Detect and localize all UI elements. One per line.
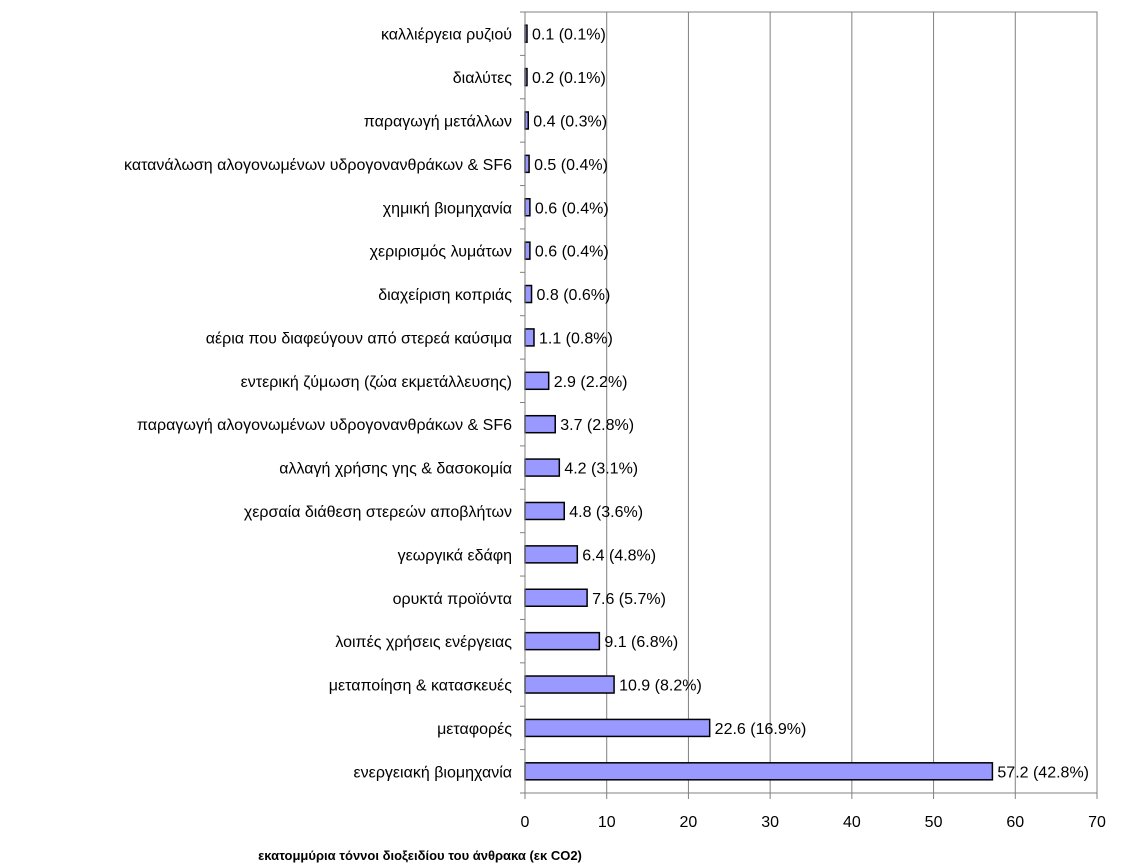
data-label: 0.5 (0.4%) bbox=[534, 157, 608, 174]
bar bbox=[524, 198, 531, 217]
bar bbox=[524, 414, 556, 434]
category-label: παραγωγή μετάλλων bbox=[364, 113, 512, 130]
x-tick-label: 60 bbox=[1006, 814, 1024, 831]
bars bbox=[524, 24, 994, 781]
data-label: 57.2 (42.8%) bbox=[997, 764, 1089, 781]
category-label: ενεργειακή βιομηχανία bbox=[354, 764, 512, 781]
bar bbox=[524, 154, 530, 174]
bar bbox=[524, 284, 533, 304]
category-label: καλλιέργεια ρυζιού bbox=[381, 27, 512, 44]
plot-area bbox=[524, 11, 1098, 794]
category-label: χεριρισμός λυμάτων bbox=[370, 244, 512, 261]
bar bbox=[524, 762, 994, 781]
bar bbox=[524, 718, 711, 738]
data-label: 0.2 (0.1%) bbox=[532, 70, 606, 87]
bar bbox=[524, 501, 565, 521]
bar bbox=[524, 241, 531, 260]
category-label: αέρια που διαφεύγουν από στερεά καύσιμα bbox=[206, 330, 512, 347]
x-tick-label: 0 bbox=[521, 814, 530, 831]
category-label: χερσαία διάθεση στερεών αποβλήτων bbox=[244, 504, 512, 521]
data-label: 0.6 (0.4%) bbox=[535, 244, 609, 261]
data-label: 4.2 (3.1%) bbox=[564, 461, 638, 478]
bar bbox=[524, 371, 550, 391]
data-label: 0.8 (0.6%) bbox=[537, 287, 611, 304]
x-axis: 0 10 20 30 40 50 60 70 bbox=[520, 11, 1106, 831]
category-label: ορυκτά προϊόντα bbox=[393, 591, 512, 608]
x-tick-label: 70 bbox=[1088, 814, 1106, 831]
data-label: 0.4 (0.3%) bbox=[533, 113, 607, 130]
data-label: 22.6 (16.9%) bbox=[715, 721, 807, 738]
x-axis-title: εκατομμύρια τόννοι διοξειδίου του άνθρακ… bbox=[258, 848, 582, 863]
x-tick-label: 50 bbox=[925, 814, 943, 831]
category-label: κατανάλωση αλογονωμένων υδρογονανθράκων … bbox=[124, 157, 512, 174]
bar bbox=[524, 328, 535, 347]
category-label: λοιπές χρήσεις ενέργειας bbox=[335, 634, 512, 651]
category-label: διαλύτες bbox=[453, 70, 513, 87]
data-label: 4.8 (3.6%) bbox=[569, 504, 643, 521]
bar bbox=[524, 631, 601, 651]
category-labels: καλλιέργεια ρυζιού διαλύτες παραγωγή μετάλ… bbox=[124, 27, 512, 782]
data-label: 0.1 (0.1%) bbox=[532, 27, 606, 44]
x-tick-label: 30 bbox=[761, 814, 779, 831]
data-label: 7.6 (5.7%) bbox=[592, 591, 666, 608]
data-label: 2.9 (2.2%) bbox=[554, 374, 628, 391]
bar bbox=[524, 588, 588, 607]
category-label: εντερική ζύμωση (ζώα εκμετάλλευσης) bbox=[241, 374, 512, 391]
category-label: αλλαγή χρήσης γης & δασοκομία bbox=[279, 461, 512, 478]
x-tick-label: 20 bbox=[680, 814, 698, 831]
x-tick-label: 40 bbox=[843, 814, 861, 831]
category-label: γεωργικά εδάφη bbox=[398, 547, 512, 564]
data-label: 3.7 (2.8%) bbox=[560, 417, 634, 434]
gridlines bbox=[606, 12, 1016, 793]
category-label: χημική βιομηχανία bbox=[383, 200, 512, 217]
category-label: μεταφορές bbox=[437, 721, 512, 738]
category-label: παραγωγή αλογονωμένων υδρογονανθράκων & … bbox=[137, 417, 512, 434]
bar bbox=[524, 458, 561, 477]
category-label: μεταποίηση & κατασκευές bbox=[329, 678, 512, 695]
data-label: 1.1 (0.8%) bbox=[539, 330, 613, 347]
data-label: 9.1 (6.8%) bbox=[604, 634, 678, 651]
bar bbox=[524, 545, 579, 564]
category-label: διαχείριση κοπριάς bbox=[378, 287, 512, 304]
x-tick-label: 10 bbox=[598, 814, 616, 831]
bar bbox=[524, 675, 615, 694]
data-labels: 0.1 (0.1%) 0.2 (0.1%) 0.4 (0.3%) 0.5 (0.4%)… bbox=[532, 27, 1089, 782]
data-label: 10.9 (8.2%) bbox=[619, 678, 702, 695]
data-label: 0.6 (0.4%) bbox=[535, 200, 609, 217]
data-label: 6.4 (4.8%) bbox=[582, 547, 656, 564]
